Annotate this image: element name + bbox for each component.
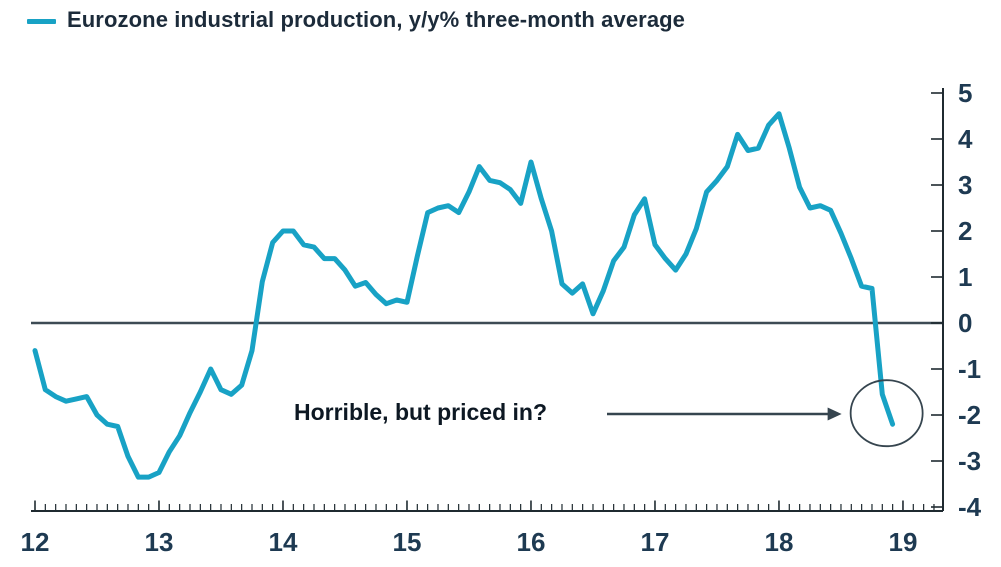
y-tick-label: 0 bbox=[958, 308, 972, 338]
x-tick-label: 19 bbox=[889, 527, 918, 557]
x-tick-label: 18 bbox=[765, 527, 794, 557]
annotation-arrowhead bbox=[827, 407, 842, 421]
y-tick-label: -3 bbox=[958, 446, 981, 476]
y-tick-label: -1 bbox=[958, 354, 981, 384]
y-tick-label: -2 bbox=[958, 400, 981, 430]
x-tick-label: 14 bbox=[269, 527, 298, 557]
x-tick-label: 16 bbox=[517, 527, 546, 557]
legend-line-marker bbox=[27, 18, 56, 24]
annotation-text: Horrible, but priced in? bbox=[294, 399, 548, 425]
y-tick-label: 2 bbox=[958, 216, 972, 246]
y-tick-label: 1 bbox=[958, 262, 972, 292]
legend: Eurozone industrial production, y/y% thr… bbox=[27, 7, 685, 33]
x-tick-label: 12 bbox=[21, 527, 50, 557]
x-tick-label: 17 bbox=[641, 527, 670, 557]
highlight-circle bbox=[849, 379, 924, 448]
legend-label: Eurozone industrial production, y/y% thr… bbox=[67, 7, 686, 32]
x-tick-label: 13 bbox=[145, 527, 174, 557]
series-line bbox=[32, 111, 896, 480]
y-tick-label: -4 bbox=[958, 492, 982, 522]
y-tick-label: 5 bbox=[958, 78, 972, 108]
x-tick-label: 15 bbox=[393, 527, 422, 557]
y-tick-label: 4 bbox=[958, 124, 973, 154]
y-tick-label: 3 bbox=[958, 170, 972, 200]
